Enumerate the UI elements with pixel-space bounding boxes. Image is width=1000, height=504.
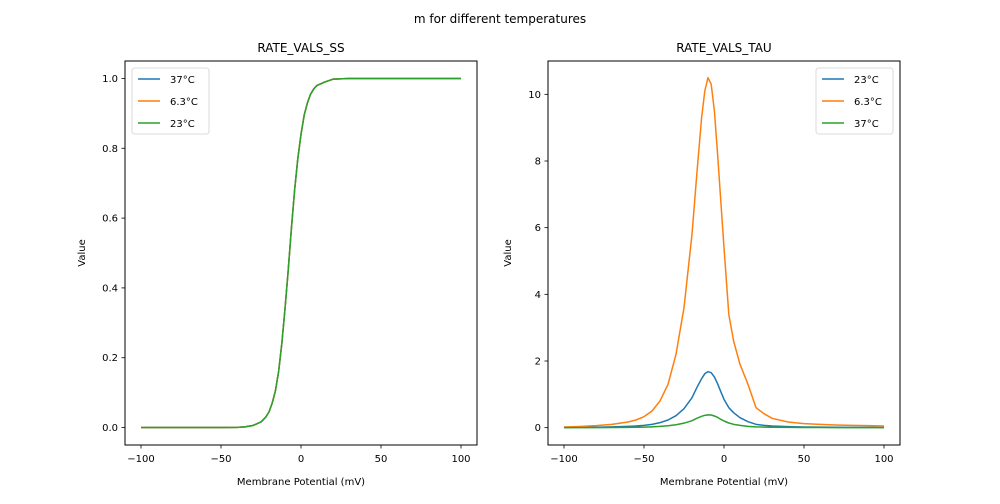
axes-rate-vals-tau: RATE_VALS_TAU Membrane Potential (mV) Va… (503, 41, 901, 488)
x-axis-label: Membrane Potential (mV) (660, 477, 788, 488)
y-tick-label: 8 (535, 157, 541, 168)
y-tick-label: 0.8 (102, 144, 118, 155)
legend-box (815, 67, 894, 135)
legend-label: 37°C (854, 119, 879, 130)
figure-suptitle: m for different temperatures (414, 12, 586, 26)
legend-label: 6.3°C (170, 97, 198, 108)
legend-item: 6.3°C (138, 97, 198, 108)
x-tick-label: 0 (721, 454, 727, 465)
x-axis-label: Membrane Potential (mV) (237, 477, 365, 488)
x-tick-label: 0 (298, 454, 304, 465)
series-line-3 (563, 414, 885, 429)
legend-item: 6.3°C (822, 97, 882, 108)
y-axis-label: Value (77, 239, 88, 266)
x-tick-label: −50 (633, 454, 654, 465)
y-tick-label: 0 (535, 423, 541, 434)
legend-item: 23°C (822, 75, 879, 86)
axes-title: RATE_VALS_SS (257, 41, 344, 55)
legend-item: 37°C (138, 75, 195, 86)
ticks-layer: −100 −50 0 50 100 0.0 0.2 0.4 0.6 0.8 1.0 (102, 74, 470, 465)
legend: 37°C 6.3°C 23°C (131, 67, 210, 135)
legend-label: 6.3°C (854, 97, 882, 108)
y-tick-label: 6 (535, 223, 541, 234)
x-tick-label: 100 (451, 454, 470, 465)
y-tick-label: 0.4 (102, 283, 118, 294)
x-tick-label: 50 (798, 454, 811, 465)
series-line-2 (563, 76, 885, 428)
series-layer (563, 76, 885, 429)
series-line-3 (141, 77, 461, 429)
y-tick-label: 1.0 (102, 74, 118, 85)
axes-title: RATE_VALS_TAU (676, 41, 771, 55)
ticks-layer: −100 −50 0 50 100 0 2 4 6 8 10 (528, 90, 893, 465)
axes-rate-vals-ss: RATE_VALS_SS Membrane Potential (mV) Val… (77, 41, 478, 488)
legend-label: 23°C (854, 75, 879, 86)
x-tick-label: 50 (375, 454, 388, 465)
x-tick-label: −100 (550, 454, 577, 465)
series-layer (141, 77, 461, 429)
legend-label: 23°C (170, 119, 195, 130)
y-tick-label: 0.0 (102, 423, 118, 434)
legend: 23°C 6.3°C 37°C (815, 67, 894, 135)
y-tick-label: 2 (535, 357, 541, 368)
legend-item: 23°C (138, 119, 195, 130)
axes-frame (547, 60, 901, 446)
y-tick-label: 0.6 (102, 214, 118, 225)
legend-label: 37°C (170, 75, 195, 86)
legend-box (131, 67, 210, 135)
y-tick-label: 10 (528, 90, 541, 101)
y-tick-label: 4 (535, 290, 541, 301)
x-tick-label: −100 (127, 454, 154, 465)
x-tick-label: −50 (210, 454, 231, 465)
x-tick-label: 100 (874, 454, 893, 465)
y-tick-label: 0.2 (102, 353, 118, 364)
legend-item: 37°C (822, 119, 879, 130)
y-axis-label: Value (503, 239, 514, 266)
axes-frame (124, 60, 478, 446)
